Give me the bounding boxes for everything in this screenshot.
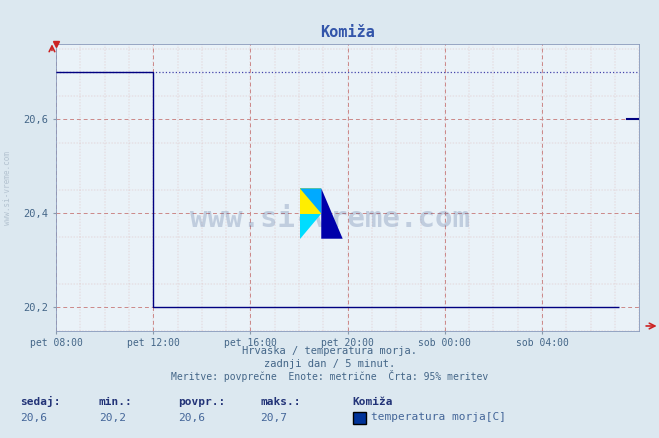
Text: 20,2: 20,2 [99, 413, 126, 424]
Text: sedaj:: sedaj: [20, 396, 60, 407]
Text: 20,7: 20,7 [260, 413, 287, 424]
Text: temperatura morja[C]: temperatura morja[C] [371, 413, 506, 423]
Text: Hrvaška / temperatura morja.: Hrvaška / temperatura morja. [242, 346, 417, 356]
Text: maks.:: maks.: [260, 397, 301, 407]
Polygon shape [300, 188, 322, 213]
Text: Meritve: povprečne  Enote: metrične  Črta: 95% meritev: Meritve: povprečne Enote: metrične Črta:… [171, 370, 488, 382]
Text: Komiža: Komiža [353, 397, 393, 407]
Text: povpr.:: povpr.: [178, 397, 225, 407]
Text: www.si-vreme.com: www.si-vreme.com [3, 152, 13, 225]
Text: 20,6: 20,6 [178, 413, 205, 424]
Text: www.si-vreme.com: www.si-vreme.com [190, 205, 469, 233]
Polygon shape [322, 188, 343, 239]
Title: Komiža: Komiža [320, 25, 375, 40]
Text: zadnji dan / 5 minut.: zadnji dan / 5 minut. [264, 359, 395, 369]
Polygon shape [300, 188, 322, 213]
Polygon shape [300, 213, 322, 239]
Text: min.:: min.: [99, 397, 132, 407]
Text: 20,6: 20,6 [20, 413, 47, 424]
